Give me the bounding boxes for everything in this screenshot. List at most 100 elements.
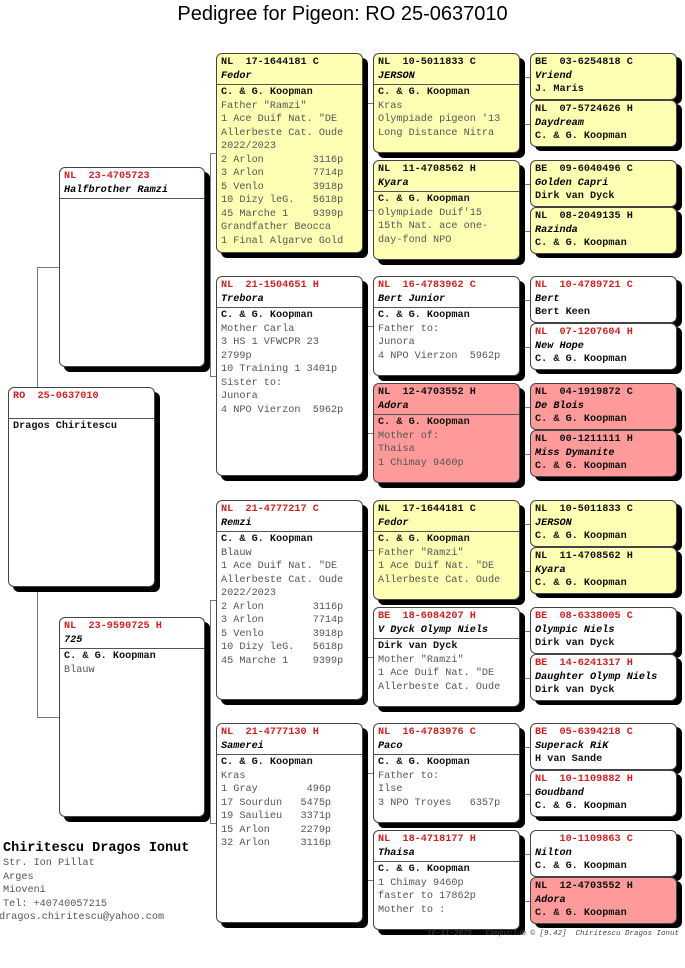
connector-line: [524, 630, 530, 632]
connector-line: [524, 677, 530, 679]
subject-pigeon-card[interactable]: RO 25-0637010 Dragos Chiritescu: [8, 387, 155, 587]
pigeon-card[interactable]: NL 21-4777217 C Remzi C. & G. Koopman Blauw…: [216, 500, 363, 700]
pigeon-card[interactable]: NL 21-1504651 H Trebora C. & G. Koopman Mot…: [216, 276, 363, 476]
pigeon-name: Kyara: [535, 564, 566, 576]
connector-line: [524, 570, 530, 572]
pigeon-card[interactable]: BE 05-6394218 C Superack RiK H van Sande: [530, 723, 677, 770]
info-line: 1 Ace Duif Nat. "DE: [378, 561, 495, 572]
breeder-name: H van Sande: [535, 754, 603, 765]
pigeon-card[interactable]: NL 00-1211111 H Miss Dymanite C. & G. Koop…: [530, 430, 677, 477]
pigeon-card[interactable]: NL 16-4783962 C Bert Junior C. & G. Koopma…: [373, 276, 520, 376]
pigeon-card[interactable]: BE 09-6040496 C Golden Capri Dirk van Dyck: [530, 160, 677, 207]
connector-line: [524, 76, 530, 78]
connector-line: [367, 550, 373, 551]
pigeon-name: Samerei: [221, 740, 264, 752]
breeder-name: J. Maris: [535, 84, 584, 95]
info-line: 45 Marche 1 9399p: [221, 655, 344, 667]
info-line: 5 Venlo 3918p: [221, 628, 344, 640]
divider: [217, 307, 362, 308]
info-line: 15th Nat. ace one-: [378, 221, 489, 232]
ring-number: NL 10-4789721 C: [535, 280, 633, 291]
pigeon-card[interactable]: NL 10-4789721 C Bert Bert Keen: [530, 276, 677, 323]
ring-number: NL 10-5011833 C: [378, 57, 476, 68]
ring-number: BE 03-6254818 C: [535, 57, 633, 68]
ring-number: NL 18-4718177 H: [378, 834, 476, 845]
breeder-name: C. & G. Koopman: [378, 310, 470, 321]
info-line: Long Distance Nitra: [378, 127, 495, 139]
pigeon-name: Halfbrother Ramzi: [64, 184, 168, 196]
pigeon-card[interactable]: NL 21-4777130 H Samerei C. & G. Koopman Kra…: [216, 723, 363, 923]
info-line: day-fond NPO: [378, 234, 452, 246]
divider: [60, 198, 204, 199]
owner-email: dragos.chiritescu@yahoo.com: [0, 912, 165, 923]
connector-line: [524, 746, 530, 748]
pigeon-card[interactable]: NL 23-4705723 Halfbrother Ramzi: [59, 167, 205, 367]
info-line: Thaisa: [378, 444, 415, 455]
pigeon-card[interactable]: NL 18-4718177 H Thaisa C. & G. Koopman 1 Ch…: [373, 830, 520, 930]
footer-credits: 16-11-2025 Compuclub © [9.42] Chiritescu…: [426, 930, 679, 938]
breeder-name: C. & G. Koopman: [378, 87, 470, 98]
pigeon-card[interactable]: NL 17-1644181 C Fedor C. & G. Koopman Fathe…: [216, 53, 363, 253]
info-line: 15 Arlon 2279p: [221, 824, 332, 836]
pigeon-card[interactable]: NL 12-4703552 H Adora C. & G. Koopman: [530, 877, 677, 924]
ring-number: NL 07-5724626 H: [535, 104, 633, 115]
pigeon-card[interactable]: NL 08-2049135 H Razinda C. & G. Koopman: [530, 207, 677, 254]
breeder-name: C. & G. Koopman: [535, 578, 627, 589]
pigeon-name: 725: [64, 634, 83, 646]
pigeon-card[interactable]: NL 11-4708562 H Kyara C. & G. Koopman Olymp…: [373, 160, 520, 260]
pigeon-card[interactable]: NL 07-5724626 H Daydream C. & G. Koopman: [530, 100, 677, 147]
connector-line: [524, 523, 530, 525]
info-line: 10 Dizy leG. 5618p: [221, 642, 344, 653]
page-title: Pedigree for Pigeon: RO 25-0637010: [177, 3, 508, 25]
pigeon-name: Adora: [378, 400, 409, 412]
ring-number: NL 10-1109882 H: [535, 774, 633, 785]
pigeon-card[interactable]: NL 10-1109882 H Goudband C. & G. Koopman: [530, 770, 677, 817]
pigeon-card[interactable]: 10-1109863 C Nilton C. & G. Koopman: [530, 830, 677, 877]
info-line: Mother "Ramzi": [378, 654, 464, 666]
connector-line: [524, 900, 530, 902]
divider: [374, 191, 519, 192]
ring-number: NL 17-1644181 C: [378, 504, 476, 515]
ring-number: NL 10-5011833 C: [535, 504, 633, 515]
owner-region: Arges: [3, 871, 34, 883]
connector-line: [210, 823, 216, 824]
pigeon-card[interactable]: NL 10-5011833 C JERSON C. & G. Koopman: [530, 500, 677, 547]
divider: [60, 648, 204, 649]
pigeon-card[interactable]: NL 17-1644181 C Fedor C. & G. Koopman Fathe…: [373, 500, 520, 600]
pigeon-card[interactable]: NL 12-4703552 H Adora C. & G. Koopman Mothe…: [373, 383, 520, 483]
pigeon-card[interactable]: NL 23-9590725 H 725 C. & G. Koopman Blauw: [59, 617, 205, 817]
connector-line: [367, 773, 373, 774]
breeder-name: C. & G. Koopman: [378, 864, 470, 875]
ring-number: 10-1109863 C: [535, 834, 633, 845]
pigeon-name: Goudband: [535, 787, 584, 799]
pigeon-card[interactable]: NL 16-4783976 C Paco C. & G. Koopman Father…: [373, 723, 520, 823]
pigeon-name: Daydream: [535, 117, 584, 129]
pigeon-card[interactable]: BE 03-6254818 C Vriend J. Maris: [530, 53, 677, 100]
owner-street: Str. Ion Pillat: [3, 858, 95, 869]
pigeon-card[interactable]: BE 18-6084207 H V Dyck Olymp Niels Dirk va…: [373, 607, 520, 707]
pigeon-card[interactable]: NL 10-5011833 C JERSON C. & G. Koopman Kras…: [373, 53, 520, 153]
pigeon-card[interactable]: BE 14-6241317 H Daughter Olymp Niels Dirk …: [530, 654, 677, 701]
ring-number: NL 11-4708562 H: [378, 164, 476, 175]
info-line: 1 Final Algarve Gold: [221, 235, 344, 247]
ring-number: NL 12-4703552 H: [378, 387, 476, 398]
connector-line: [210, 600, 211, 823]
info-line: Father to:: [378, 323, 440, 335]
pigeon-card[interactable]: NL 04-1919872 C De Blois C. & G. Koopman: [530, 383, 677, 430]
info-line: 2022/2023: [221, 588, 277, 599]
pigeon-card[interactable]: NL 11-4708562 H Kyara C. & G. Koopman: [530, 547, 677, 594]
breeder-name: C. & G. Koopman: [535, 908, 627, 919]
pigeon-card[interactable]: NL 07-1207604 H New Hope C. & G. Koopman: [530, 323, 677, 370]
pigeon-card[interactable]: BE 08-6338005 C Olympic Niels Dirk van Dyc…: [530, 607, 677, 654]
info-line: 2 Arlon 3116p: [221, 154, 344, 166]
info-line: 5 Venlo 3918p: [221, 181, 344, 193]
breeder-name: Dirk van Dyck: [535, 685, 615, 696]
connector-line: [524, 123, 530, 125]
ring-number: NL 23-9590725 H: [64, 621, 162, 632]
info-line: 2 Arlon 3116p: [221, 601, 344, 613]
ring-number: NL 21-1504651 H: [221, 280, 319, 291]
info-line: 45 Marche 1 9399p: [221, 208, 344, 220]
connector-line: [524, 630, 525, 678]
info-line: Allerbeste Cat. Oude: [221, 574, 344, 586]
info-line: 1 Gray 496p: [221, 784, 332, 795]
